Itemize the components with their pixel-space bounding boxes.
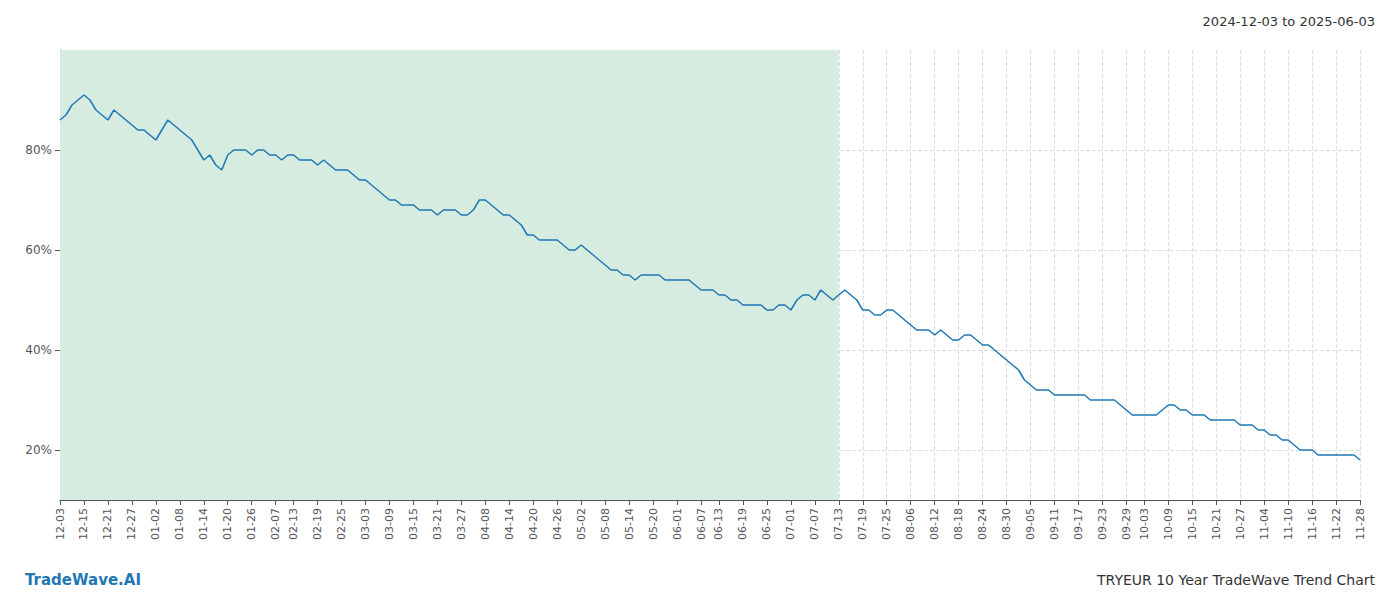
svg-text:08-24: 08-24 [976,508,989,540]
svg-text:20%: 20% [25,443,52,457]
svg-text:40%: 40% [25,343,52,357]
svg-text:07-19: 07-19 [856,508,869,540]
svg-text:07-07: 07-07 [808,508,821,540]
svg-text:01-08: 01-08 [173,508,186,540]
svg-text:2024-12-03 to 2025-06-03: 2024-12-03 to 2025-06-03 [1203,14,1375,29]
svg-text:10-15: 10-15 [1186,508,1199,540]
svg-text:10-27: 10-27 [1234,508,1247,540]
svg-text:80%: 80% [25,143,52,157]
svg-text:12-15: 12-15 [77,508,90,540]
svg-text:05-02: 05-02 [575,508,588,540]
svg-text:02-19: 02-19 [311,508,324,540]
svg-text:06-07: 06-07 [695,508,708,540]
svg-text:11-16: 11-16 [1306,508,1319,540]
svg-text:11-10: 11-10 [1282,508,1295,540]
svg-text:11-28: 11-28 [1354,508,1367,540]
svg-text:09-23: 09-23 [1096,508,1109,540]
svg-text:05-08: 05-08 [599,508,612,540]
svg-text:03-15: 03-15 [407,508,420,540]
svg-text:04-20: 04-20 [527,508,540,540]
svg-text:03-09: 03-09 [383,508,396,540]
svg-text:01-20: 01-20 [221,508,234,540]
svg-text:12-27: 12-27 [125,508,138,540]
svg-text:06-13: 06-13 [712,508,725,540]
svg-text:01-26: 01-26 [245,508,258,540]
svg-text:02-13: 02-13 [287,508,300,540]
svg-text:10-09: 10-09 [1162,508,1175,540]
svg-text:04-14: 04-14 [503,508,516,540]
svg-text:60%: 60% [25,243,52,257]
svg-text:04-08: 04-08 [479,508,492,540]
svg-text:08-18: 08-18 [952,508,965,540]
svg-text:03-21: 03-21 [431,508,444,540]
svg-text:01-14: 01-14 [197,508,210,540]
svg-text:09-29: 09-29 [1120,508,1133,540]
svg-text:03-03: 03-03 [359,508,372,540]
svg-text:07-25: 07-25 [880,508,893,540]
svg-text:11-22: 11-22 [1330,508,1343,540]
svg-text:TradeWave.AI: TradeWave.AI [25,571,141,589]
svg-text:11-04: 11-04 [1258,508,1271,540]
svg-text:09-05: 09-05 [1024,508,1037,540]
svg-text:06-25: 06-25 [760,508,773,540]
svg-text:08-12: 08-12 [928,508,941,540]
svg-text:TRYEUR 10 Year TradeWave Trend: TRYEUR 10 Year TradeWave Trend Chart [1096,572,1376,588]
svg-text:05-14: 05-14 [623,508,636,540]
svg-text:07-01: 07-01 [784,508,797,540]
svg-text:03-27: 03-27 [455,508,468,540]
svg-text:10-03: 10-03 [1138,508,1151,540]
svg-text:12-03: 12-03 [54,508,67,540]
svg-text:09-17: 09-17 [1072,508,1085,540]
svg-text:06-01: 06-01 [671,508,684,540]
svg-text:05-20: 05-20 [647,508,660,540]
svg-text:08-30: 08-30 [1000,508,1013,540]
svg-text:10-21: 10-21 [1210,508,1223,540]
svg-text:12-21: 12-21 [101,508,114,540]
svg-text:06-19: 06-19 [736,508,749,540]
svg-text:01-02: 01-02 [149,508,162,540]
svg-text:04-26: 04-26 [551,508,564,540]
svg-text:02-25: 02-25 [335,508,348,540]
svg-text:02-07: 02-07 [269,508,282,540]
svg-text:08-06: 08-06 [904,508,917,540]
svg-text:09-11: 09-11 [1048,508,1061,540]
svg-text:07-13: 07-13 [832,508,845,540]
